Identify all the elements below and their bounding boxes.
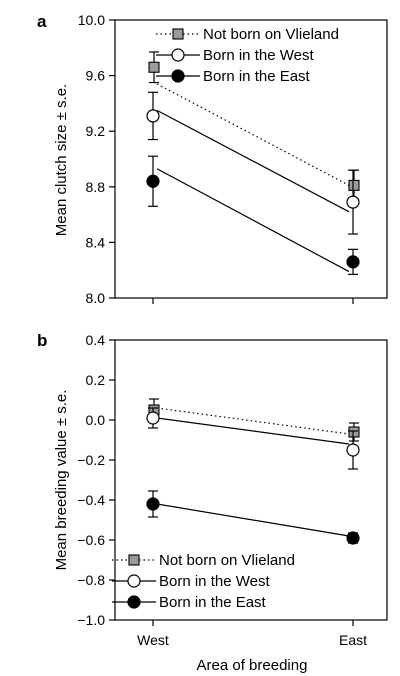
legend-label: Born in the West [159, 573, 270, 590]
x-axis-label-b: Area of breeding [197, 657, 308, 674]
y-tick-label: 10.0 [78, 12, 105, 28]
y-tick-label: 0.2 [86, 372, 106, 388]
legend-a: Not born on Vlieland Born in the West Born… [156, 26, 339, 85]
legend-marker [127, 574, 141, 588]
y-tick-label: −0.6 [77, 532, 105, 548]
series-not-born-on-vlieland [148, 398, 360, 442]
y-tick-label: 9.2 [86, 123, 106, 139]
legend-label: Born in the West [203, 47, 314, 64]
panel-label-b: b [37, 331, 47, 350]
legend-label: Born in the East [159, 594, 267, 611]
panel-b: b −1.0 −0.8 −0.6 −0.4 −0.2 0.0 0.2 0.4 West East… [37, 331, 388, 674]
panel-a: a 8.0 8.4 8.8 9.2 9.6 10.0 Mean clutch size ±… [37, 12, 388, 306]
data-point [346, 195, 360, 209]
data-point [348, 426, 360, 438]
data-point [146, 174, 160, 188]
legend-marker [172, 28, 184, 40]
legend-label: Not born on Vlieland [159, 552, 295, 569]
y-axis-label-b: Mean breeding value ± s.e. [53, 390, 70, 571]
legend-marker [171, 69, 185, 83]
data-point [346, 255, 360, 269]
y-tick-label: −0.8 [77, 572, 105, 588]
panel-label-a: a [37, 12, 47, 31]
series-line [156, 109, 350, 213]
series-group-b [146, 398, 360, 545]
series-line [156, 417, 350, 445]
legend-label: Not born on Vlieland [203, 26, 339, 43]
legend-label: Born in the East [203, 68, 311, 85]
series-born-in-the-east [146, 155, 360, 275]
data-point [346, 531, 360, 545]
series-born-in-the-west [146, 407, 360, 470]
y-tick-label: −1.0 [77, 612, 105, 628]
y-tick-label: 0.0 [86, 412, 106, 428]
y-tick-label: 8.0 [86, 290, 106, 306]
y-axis-a: 8.0 8.4 8.8 9.2 9.6 10.0 [78, 12, 115, 306]
data-point [346, 443, 360, 457]
data-point [348, 179, 360, 191]
y-tick-label: −0.4 [77, 492, 105, 508]
data-point [146, 497, 160, 511]
series-line [156, 407, 350, 435]
y-tick-label: 8.8 [86, 179, 106, 195]
legend-marker [127, 595, 141, 609]
data-point [146, 109, 160, 123]
x-tick-label: East [339, 632, 367, 648]
y-tick-label: 9.6 [86, 68, 106, 84]
plot-frame-b [114, 339, 388, 621]
data-point [146, 411, 160, 425]
legend-marker [171, 48, 185, 62]
y-tick-label: −0.2 [77, 452, 105, 468]
x-axis-b: West East [137, 620, 367, 648]
series-line [156, 83, 350, 186]
legend-marker [128, 554, 140, 566]
series-line [156, 503, 350, 537]
y-axis-b: −1.0 −0.8 −0.6 −0.4 −0.2 0.0 0.2 0.4 [77, 332, 115, 628]
series-born-in-the-east [146, 490, 360, 545]
legend-b: Not born on Vlieland Born in the West Born… [112, 552, 295, 611]
x-tick-label: West [137, 632, 169, 648]
plot-frame-a [114, 19, 388, 299]
y-tick-label: 0.4 [86, 332, 106, 348]
data-point [148, 61, 160, 73]
series-line [156, 168, 350, 273]
x-axis-a [152, 298, 354, 304]
y-axis-label-a: Mean clutch size ± s.e. [53, 84, 70, 236]
series-born-in-the-west [146, 91, 360, 235]
y-tick-label: 8.4 [86, 234, 106, 250]
series-group-a [146, 51, 360, 275]
